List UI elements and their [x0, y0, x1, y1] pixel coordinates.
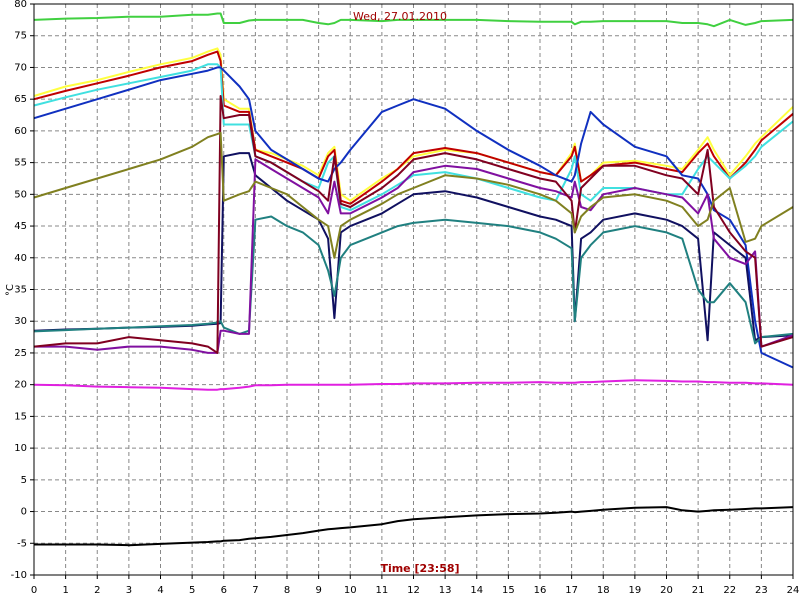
plot-frame [33, 3, 794, 576]
y-tick-label: 60 [14, 126, 27, 137]
y-tick-label: 50 [14, 189, 27, 200]
x-tick-label: 9 [315, 585, 321, 596]
x-tick-label: 1 [62, 585, 68, 596]
y-tick-label: 75 [14, 31, 27, 42]
x-tick-label: 23 [755, 585, 768, 596]
y-tick-label: 10 [14, 443, 27, 454]
x-tick-label: 4 [157, 585, 163, 596]
x-tick-label: 0 [31, 585, 37, 596]
x-tick-label: 14 [470, 585, 483, 596]
y-tick-label: 55 [14, 158, 27, 169]
x-tick-label: 16 [534, 585, 547, 596]
y-tick-label: 70 [14, 62, 27, 73]
y-tick-label: -5 [17, 538, 27, 549]
y-tick-label: 65 [14, 94, 27, 105]
y-tick-label: 25 [14, 348, 27, 359]
y-tick-label: 20 [14, 380, 27, 391]
lines [33, 12, 794, 547]
y-tick-label: 5 [21, 475, 27, 486]
x-tick-label: 19 [629, 585, 642, 596]
y-tick-label: 35 [14, 285, 27, 296]
x-tick-label: 12 [407, 585, 420, 596]
y-tick-label: 45 [14, 221, 27, 232]
y-tick-label: 15 [14, 411, 27, 422]
x-tick-label: 3 [126, 585, 132, 596]
series-line [33, 50, 794, 205]
series-line [33, 95, 794, 354]
x-tick-label: 24 [787, 585, 800, 596]
x-tick-label: 22 [723, 585, 736, 596]
x-tick-label: 11 [376, 585, 389, 596]
x-axis-label: Time [23:58] [380, 562, 459, 575]
x-tick-label: 17 [565, 585, 578, 596]
series-line [34, 506, 794, 547]
x-tick-label: 15 [502, 585, 515, 596]
x-tick-label: 5 [189, 585, 195, 596]
series-line [33, 379, 794, 391]
x-tick-label: 13 [439, 585, 452, 596]
x-tick-label: 8 [284, 585, 290, 596]
y-axis-label: °C [5, 284, 16, 296]
y-tick-label: 30 [14, 316, 27, 327]
x-tick-label: 21 [692, 585, 705, 596]
series-line [33, 66, 794, 369]
y-tick-label: 80 [14, 0, 27, 10]
series-line [33, 131, 794, 259]
y-tick-label: 40 [14, 253, 27, 264]
x-tick-label: 2 [94, 585, 100, 596]
x-tick-label: 20 [660, 585, 673, 596]
x-tick-label: 18 [597, 585, 610, 596]
x-tick-label: 6 [221, 585, 227, 596]
x-tick-label: 10 [344, 585, 357, 596]
y-tick-label: -10 [11, 570, 27, 581]
chart-title: Wed, 27.01.2010 [353, 10, 447, 23]
x-tick-label: 7 [252, 585, 258, 596]
y-tick-label: 0 [21, 507, 27, 518]
series-line [33, 12, 794, 28]
